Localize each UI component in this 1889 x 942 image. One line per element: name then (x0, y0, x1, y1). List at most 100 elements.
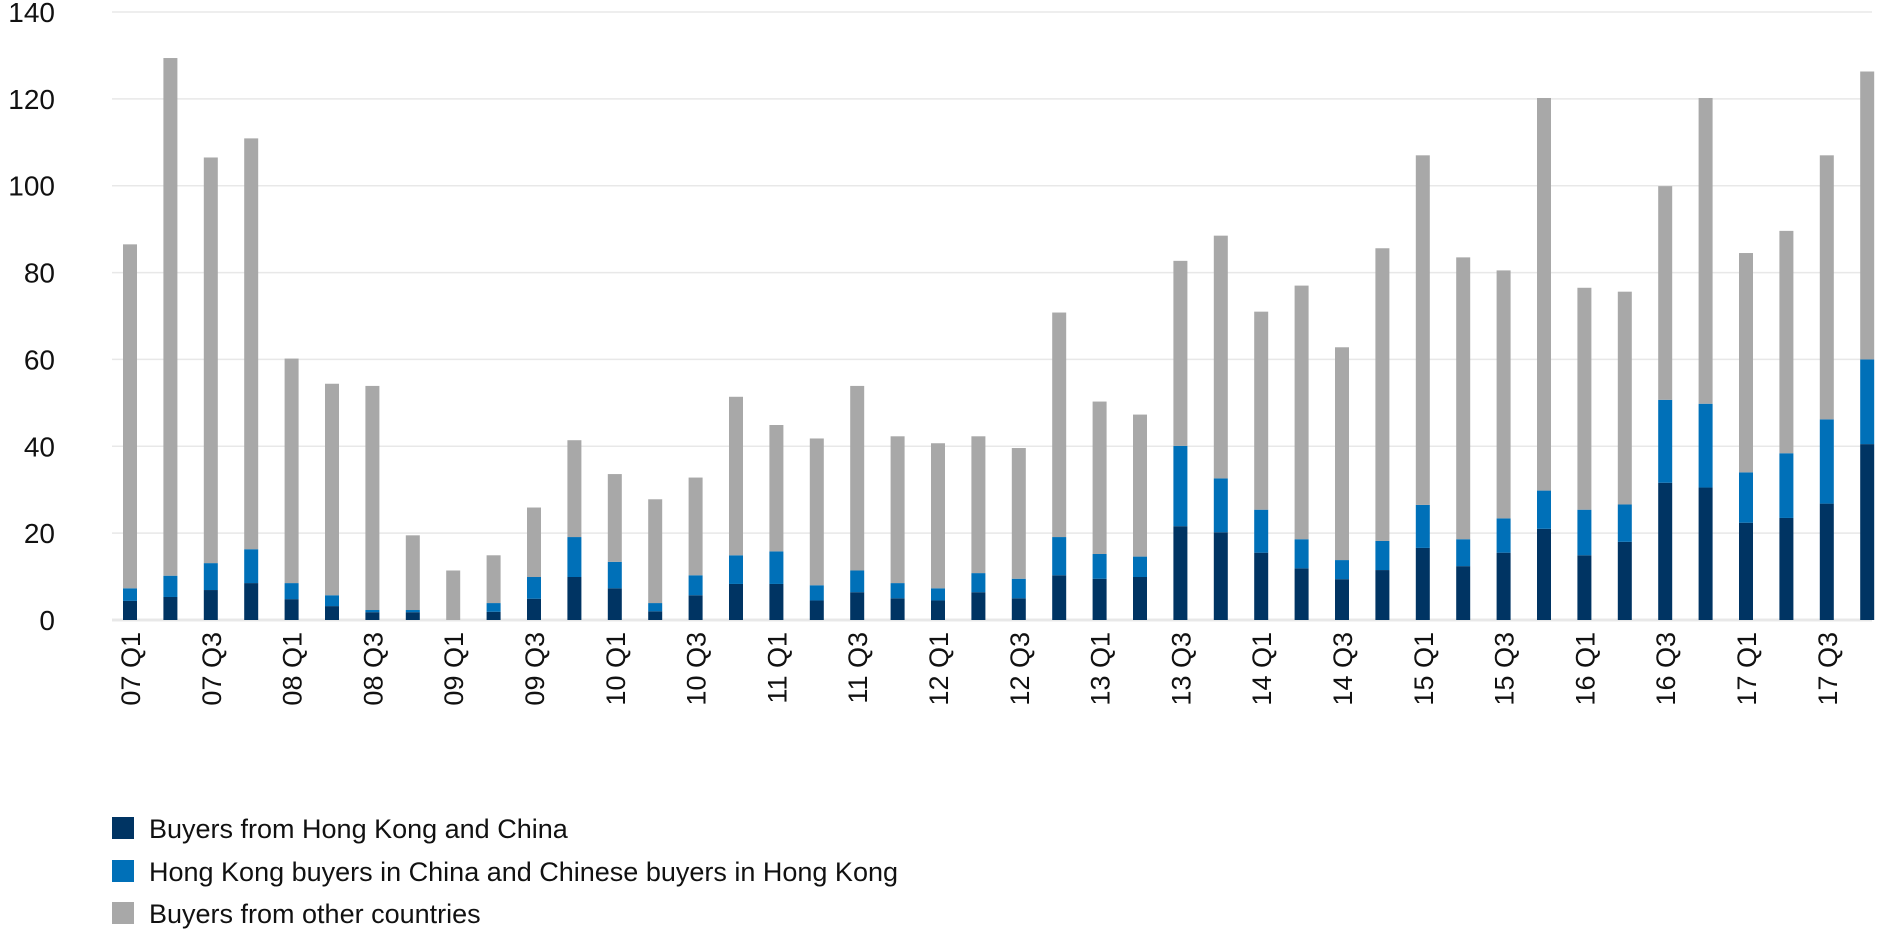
bar-segment-1 (1860, 444, 1875, 620)
bar-segment-3 (1739, 253, 1753, 473)
bar-segment-2 (203, 563, 218, 591)
bar-segment-3 (1658, 186, 1673, 400)
bar-segment-2 (1213, 478, 1228, 533)
bar-segment-3 (1496, 270, 1511, 519)
bar-segment-1 (1698, 487, 1713, 620)
x-tick-label: 12 Q3 (1005, 632, 1035, 706)
bar-segment-1 (809, 600, 824, 620)
y-axis-tick-labels: 0 20 40 60 80 100 120 140 (8, 0, 55, 636)
bar-segment-1 (1092, 578, 1107, 620)
x-tick-label: 17 Q1 (1732, 632, 1762, 706)
y-tick-label: 0 (39, 605, 55, 636)
bar-segment-1 (931, 600, 945, 620)
bar-segment-2 (890, 583, 905, 599)
x-tick-label: 13 Q3 (1166, 632, 1196, 706)
x-tick-label: 14 Q3 (1328, 632, 1358, 706)
bar-segment-1 (1456, 566, 1471, 620)
bar-segment-2 (1617, 504, 1632, 542)
x-tick-label: 15 Q3 (1490, 632, 1520, 706)
bar-segment-1 (1375, 570, 1390, 620)
bar-segment-1 (1133, 577, 1147, 620)
bar-segment-2 (1658, 399, 1673, 483)
bar-segment-2 (1335, 560, 1349, 580)
bar-segment-1 (567, 577, 582, 620)
bar-segment-3 (850, 385, 865, 571)
bar-segment-3 (890, 436, 905, 584)
bar-segment-2 (1415, 504, 1430, 548)
bar-segment-3 (607, 474, 622, 562)
bar-segment-3 (1254, 311, 1269, 510)
bar-segment-3 (1456, 257, 1471, 540)
bar-segment-2 (809, 585, 824, 601)
bar-segment-2 (607, 561, 622, 589)
bar-segment-2 (365, 610, 380, 613)
bar-segment-2 (1011, 578, 1026, 599)
bar-segment-1 (1779, 517, 1794, 620)
y-tick-label: 60 (24, 344, 55, 375)
bar-segment-2 (1698, 403, 1713, 488)
x-tick-label: 10 Q3 (682, 632, 712, 706)
bar-segment-1 (1335, 579, 1349, 620)
bar-segment-1 (163, 596, 178, 620)
legend-swatch (112, 860, 134, 882)
bar-segment-3 (244, 138, 259, 550)
bar-segment-1 (1415, 547, 1430, 620)
bar-segment-2 (325, 595, 339, 607)
bar-segment-2 (527, 577, 541, 599)
bar-segment-1 (1496, 552, 1511, 620)
bar-segment-2 (850, 570, 865, 593)
bar-segment-2 (1739, 472, 1753, 523)
bar-segment-1 (203, 590, 218, 620)
legend-label: Buyers from other countries (149, 899, 481, 929)
bar-segment-1 (850, 592, 865, 620)
bar-segment-2 (284, 583, 299, 600)
bar-segment-3 (648, 499, 663, 604)
bar-segment-2 (688, 575, 703, 596)
bar-segment-3 (688, 477, 703, 576)
legend-swatch (112, 902, 134, 924)
bar-segment-2 (1375, 540, 1390, 571)
bar-segment-3 (1617, 291, 1632, 505)
bar-segment-1 (1658, 482, 1673, 620)
bar-segment-3 (1819, 155, 1834, 420)
bar-segment-3 (203, 157, 218, 564)
bar-segment-1 (325, 606, 339, 620)
x-axis-tick-labels: 07 Q1 07 Q3 08 Q1 08 Q3 09 Q1 09 Q3 10 Q1 10 Q3… (116, 632, 1843, 706)
bar-segment-3 (1375, 248, 1390, 541)
bar-segment-3 (405, 535, 420, 611)
x-tick-label: 16 Q3 (1651, 632, 1681, 706)
bar-segment-1 (1011, 598, 1026, 620)
bars (123, 58, 1875, 620)
x-tick-label: 08 Q3 (358, 632, 388, 706)
bar-segment-2 (648, 603, 663, 612)
bar-segment-3 (1011, 448, 1026, 579)
x-tick-label: 10 Q1 (601, 632, 631, 706)
y-tick-label: 40 (24, 431, 55, 462)
bar-segment-1 (769, 583, 784, 620)
bar-segment-1 (123, 600, 137, 620)
bar-segment-2 (486, 603, 501, 612)
bar-segment-3 (769, 425, 784, 552)
bar-segment-1 (1254, 552, 1269, 620)
bar-segment-1 (971, 592, 986, 620)
y-tick-label: 20 (24, 518, 55, 549)
bar-segment-1 (1173, 526, 1188, 620)
bar-segment-3 (1415, 155, 1430, 505)
bar-segment-2 (1496, 518, 1511, 553)
bar-segment-1 (284, 599, 299, 620)
bar-segment-3 (1173, 260, 1188, 446)
bar-segment-3 (163, 58, 178, 576)
bar-segment-3 (971, 436, 986, 574)
bar-segment-1 (244, 583, 259, 620)
bar-segment-2 (1254, 509, 1269, 553)
bar-segment-3 (809, 438, 824, 586)
bar-segment-3 (1335, 347, 1349, 561)
bar-segment-1 (527, 598, 541, 620)
bar-segment-2 (1133, 556, 1147, 578)
bar-segment-2 (1537, 490, 1551, 529)
bar-segment-2 (1577, 509, 1592, 556)
bar-segment-3 (123, 244, 137, 589)
bar-segment-3 (325, 383, 339, 596)
bar-segment-3 (1577, 287, 1592, 510)
bar-segment-2 (244, 549, 259, 584)
